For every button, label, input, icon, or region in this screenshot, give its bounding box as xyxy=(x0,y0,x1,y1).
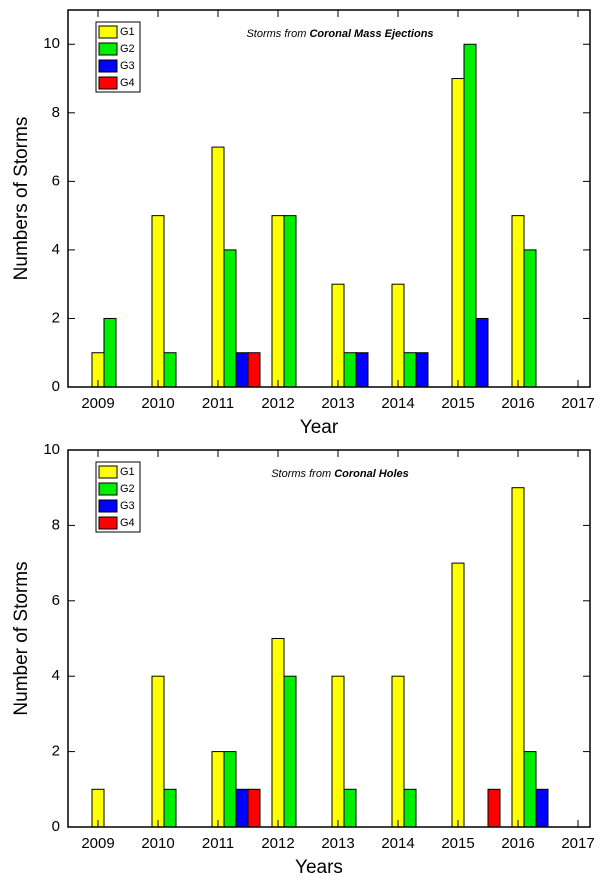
y-tick-label: 6 xyxy=(52,172,60,189)
x-tick-label: 2013 xyxy=(321,835,354,852)
legend-label: G3 xyxy=(120,60,135,72)
chart: 0 2 4 6 8 10 2009 2010 2011 2012 2013 2014 2015 2016 2… xyxy=(11,9,595,438)
annotation-text: Storms from xyxy=(271,468,331,480)
y-tick-label: 4 xyxy=(52,241,60,258)
bar xyxy=(355,352,369,388)
bar xyxy=(403,352,417,388)
bar xyxy=(211,751,225,828)
bar xyxy=(151,215,165,388)
bar xyxy=(223,249,237,388)
y-tick-label: 10 xyxy=(43,441,60,458)
bar xyxy=(271,215,285,388)
bar xyxy=(211,146,225,388)
bar xyxy=(247,352,261,388)
bar xyxy=(331,283,345,388)
bar xyxy=(235,788,249,828)
legend-swatch xyxy=(98,42,118,56)
legend-label: G1 xyxy=(120,466,135,478)
bar xyxy=(247,788,261,828)
x-axis-label: Years xyxy=(295,857,343,878)
bar xyxy=(271,638,285,828)
legend-swatch xyxy=(98,482,118,496)
legend-label: G4 xyxy=(120,77,135,89)
bar xyxy=(235,352,249,388)
legend-label: G1 xyxy=(120,26,135,38)
bar xyxy=(391,675,405,828)
y-tick-label: 6 xyxy=(52,592,60,609)
y-tick-label: 0 xyxy=(52,378,60,395)
bar xyxy=(223,751,237,828)
bar xyxy=(451,562,465,828)
x-tick-label: 2017 xyxy=(561,395,594,412)
bar xyxy=(475,317,489,388)
bar xyxy=(511,487,525,828)
x-tick-label: 2009 xyxy=(81,835,114,852)
bar xyxy=(403,788,417,828)
x-tick-label: 2011 xyxy=(202,395,234,412)
legend-swatch xyxy=(98,465,118,479)
bar xyxy=(523,751,537,828)
legend-swatch xyxy=(98,499,118,513)
y-axis-label: Number of Storms xyxy=(11,561,32,715)
bar xyxy=(283,675,297,828)
annotation-emphasis: Coronal Mass Ejections xyxy=(309,28,433,40)
y-tick-label: 2 xyxy=(52,309,60,326)
bar xyxy=(163,352,177,388)
bar xyxy=(463,43,477,388)
x-tick-label: 2016 xyxy=(501,395,534,412)
x-tick-label: 2017 xyxy=(561,835,594,852)
legend-label: G3 xyxy=(120,500,135,512)
x-tick-label: 2015 xyxy=(441,835,474,852)
x-tick-label: 2015 xyxy=(441,395,474,412)
x-tick-label: 2010 xyxy=(141,395,174,412)
legend-label: G2 xyxy=(120,43,135,55)
legend-swatch xyxy=(98,516,118,530)
x-tick-label: 2012 xyxy=(261,835,294,852)
bar xyxy=(151,675,165,828)
y-tick-label: 4 xyxy=(52,667,60,684)
bar xyxy=(535,788,549,828)
legend-swatch xyxy=(98,59,118,73)
bar xyxy=(343,788,357,828)
y-tick-label: 2 xyxy=(52,743,60,760)
bar xyxy=(343,352,357,388)
x-tick-label: 2011 xyxy=(202,835,234,852)
y-tick-label: 10 xyxy=(43,35,60,52)
bar xyxy=(415,352,429,388)
x-tick-label: 2013 xyxy=(321,395,354,412)
bar xyxy=(523,249,537,388)
plot-frame xyxy=(67,449,591,828)
x-tick-label: 2014 xyxy=(381,835,414,852)
x-tick-label: 2009 xyxy=(81,395,114,412)
legend-swatch xyxy=(98,25,118,39)
bar xyxy=(163,788,177,828)
x-tick-label: 2012 xyxy=(261,395,294,412)
bar xyxy=(511,215,525,388)
legend-swatch xyxy=(98,76,118,90)
bar xyxy=(331,675,345,828)
plot-frame xyxy=(67,9,591,388)
x-tick-label: 2014 xyxy=(381,395,414,412)
annotation-emphasis: Coronal Holes xyxy=(334,468,409,480)
bar xyxy=(487,788,501,828)
chart: 0 2 4 6 8 10 2009 2010 2011 2012 2013 2014 2015 2016 2… xyxy=(11,441,595,878)
x-tick-label: 2016 xyxy=(501,835,534,852)
y-tick-label: 8 xyxy=(52,516,60,533)
y-tick-label: 8 xyxy=(52,104,60,121)
bar xyxy=(103,317,117,388)
x-tick-label: 2010 xyxy=(141,835,174,852)
bar xyxy=(283,215,297,388)
annotation-text: Storms from xyxy=(246,28,306,40)
legend-label: G2 xyxy=(120,483,135,495)
y-axis-label: Numbers of Storms xyxy=(11,117,32,281)
annotation: Storms from Coronal Mass Ejections xyxy=(246,28,433,40)
x-axis-label: Year xyxy=(300,417,339,438)
annotation: Storms from Coronal Holes xyxy=(271,468,409,480)
legend-label: G4 xyxy=(120,517,135,529)
bar xyxy=(391,283,405,388)
y-tick-label: 0 xyxy=(52,818,60,835)
bar xyxy=(451,78,465,388)
